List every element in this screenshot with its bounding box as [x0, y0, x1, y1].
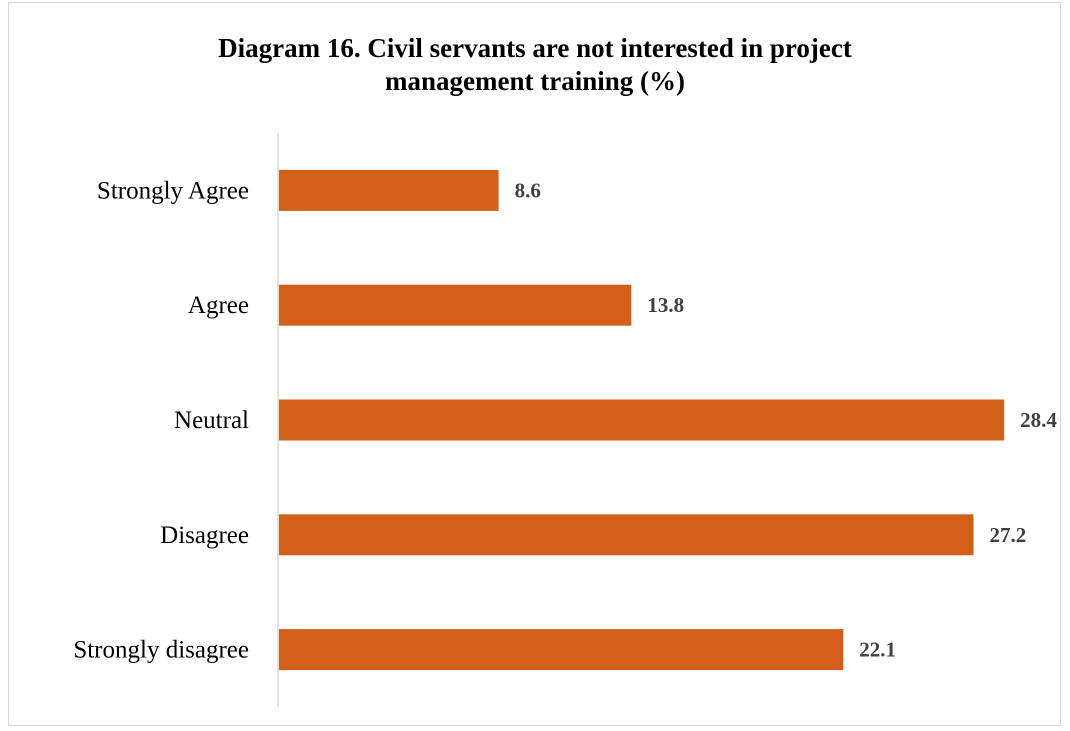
bar-neutral [279, 399, 1005, 441]
category-label: Disagree [160, 522, 249, 549]
bar-strongly-disagree [279, 629, 844, 671]
category-label: Strongly disagree [73, 637, 249, 664]
category-label: Neutral [174, 407, 249, 434]
category-label: Strongly Agree [97, 177, 249, 204]
data-label: 27.2 [990, 523, 1027, 547]
category-label: Agree [188, 292, 249, 319]
bar-agree [279, 284, 632, 326]
data-label: 22.1 [859, 638, 896, 662]
chart-frame [8, 2, 1061, 726]
data-label: 28.4 [1020, 408, 1057, 432]
data-label: 8.6 [515, 178, 541, 202]
bar-disagree [279, 514, 974, 556]
chart-title: Diagram 16. Civil servants are not inter… [218, 33, 852, 96]
data-label: 13.8 [647, 293, 684, 317]
bar-strongly-agree [279, 169, 499, 211]
